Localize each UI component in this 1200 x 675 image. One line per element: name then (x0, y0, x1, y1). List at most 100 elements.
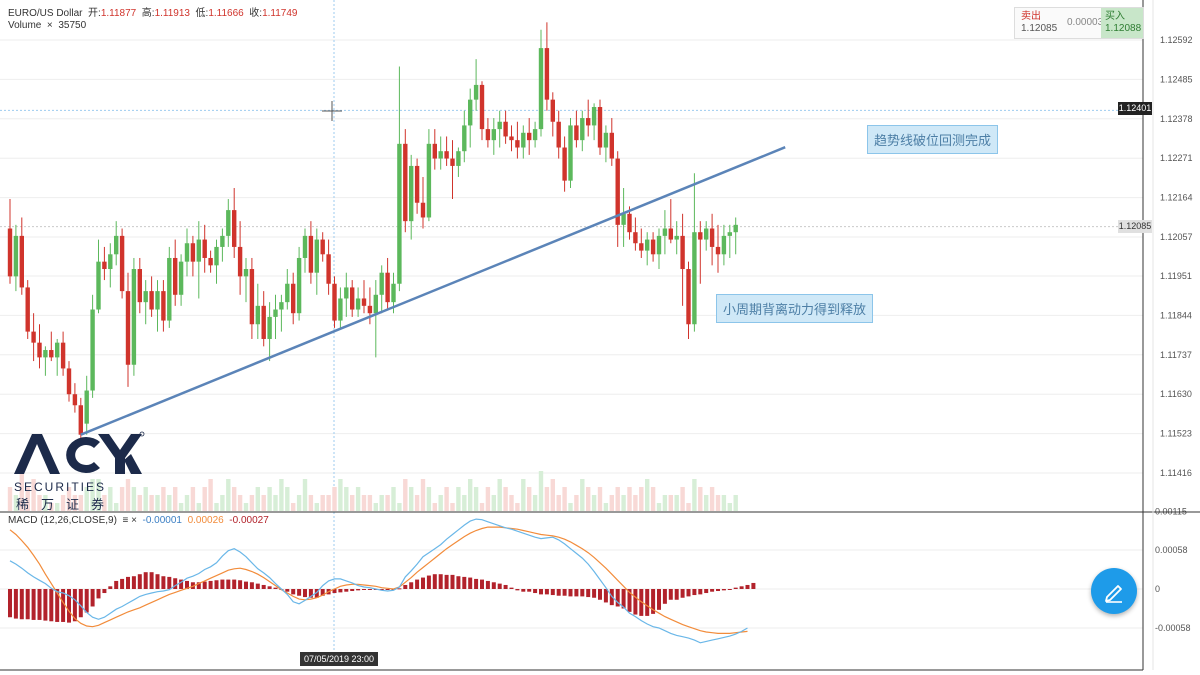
candle-body (727, 232, 732, 236)
sell-button[interactable]: 卖出 1.12085 (1021, 11, 1057, 35)
candle-body (680, 235, 685, 270)
volume-bar (31, 479, 36, 511)
price-tick-label: 1.12485 (1160, 74, 1193, 84)
macd-hist-bar (155, 574, 160, 589)
candle-body (485, 129, 491, 141)
candle-body (13, 235, 19, 277)
volume-bar (473, 487, 479, 511)
volume-bar (19, 471, 24, 511)
macd-hist-bar (533, 589, 538, 594)
macd-hist-bar (267, 586, 272, 589)
candle-body (137, 269, 142, 303)
macd-hist-bar (273, 587, 278, 589)
macd-hist-bar (320, 589, 325, 596)
macd-hist-bar (627, 589, 632, 612)
candle-body (456, 151, 461, 166)
candle-body (515, 140, 520, 148)
candle-body (721, 235, 727, 255)
candle-body (190, 243, 196, 262)
volume-bar (279, 479, 284, 511)
macd-hist-bar (450, 574, 455, 589)
volume-bar (149, 495, 154, 511)
candle-body (586, 118, 591, 126)
candle-body (379, 272, 384, 295)
candle-body (462, 125, 467, 152)
volume-bar (615, 487, 620, 511)
volume-bar (580, 479, 585, 511)
macd-hist-bar (19, 589, 24, 620)
candle-body (574, 125, 579, 141)
candle-body (674, 235, 679, 240)
macd-legend: MACD (12,26,CLOSE,9) ≡ × -0.00001 0.0002… (8, 515, 269, 526)
candle-body (131, 269, 137, 365)
volume-bar (385, 495, 390, 511)
macd-hist-bar (462, 576, 467, 589)
volume-bar (196, 503, 201, 511)
candle-body (603, 132, 609, 148)
macd-hist-bar (149, 572, 154, 589)
candle-body (220, 235, 225, 247)
volume-bar (426, 487, 432, 511)
macd-hist-bar (598, 589, 602, 600)
candle-body (232, 210, 237, 247)
volume-bar (43, 495, 48, 511)
macd-hist-bar (515, 589, 520, 591)
trendline[interactable] (80, 146, 786, 436)
price-tick-label: 1.12378 (1160, 114, 1193, 124)
volume-bar (532, 495, 538, 511)
candle-body (149, 291, 154, 310)
volume-bar (25, 487, 30, 511)
macd-line (9, 518, 748, 644)
candle-body (715, 246, 721, 255)
candle-body (668, 228, 673, 240)
candle-body (473, 84, 479, 100)
price-tick-label: 1.11737 (1160, 350, 1192, 360)
macd-hist-bar (562, 589, 567, 596)
candle-body (178, 261, 184, 295)
candle-body (273, 309, 278, 317)
volume-bar (202, 487, 207, 511)
volume-bar (538, 471, 544, 511)
macd-hist-bar (232, 579, 237, 589)
candle-body (527, 132, 532, 141)
volume-bar (37, 495, 42, 511)
macd-hist-bar (480, 579, 484, 589)
volume-bar (491, 495, 496, 511)
trendline-line (80, 146, 786, 436)
volume-close-icon[interactable]: × (46, 20, 53, 31)
macd-hist-bar (120, 578, 125, 589)
macd-hist-bar (409, 582, 414, 589)
candle-body (397, 143, 402, 284)
volume-bar (237, 495, 243, 511)
macd-hist-bar (332, 589, 337, 594)
macd-hist-bar (362, 589, 366, 590)
macd-hist-bar (78, 589, 83, 618)
macd-hist-bar (586, 589, 591, 598)
candle-body (698, 232, 703, 240)
macd-hist-bar (84, 589, 89, 613)
acy-logo (12, 430, 147, 485)
macd-hist-bar (102, 589, 107, 594)
macd-hist-bar (444, 574, 449, 589)
acy-logo-mark (14, 431, 145, 474)
draw-button[interactable] (1091, 568, 1137, 614)
open-label: 开: (88, 8, 101, 19)
macd-settings-icon[interactable]: ≡ × (122, 515, 137, 526)
candle-body (544, 48, 550, 100)
candle-body (509, 136, 514, 141)
macd-hist-bar (350, 589, 355, 592)
candle-body (344, 287, 349, 299)
volume-bar (479, 503, 485, 511)
macd-hist-bar (432, 574, 437, 589)
volume-bar (66, 487, 72, 511)
volume-bar (190, 487, 196, 511)
volume-bar (367, 495, 373, 511)
volume-bar (7, 487, 13, 511)
macd-hist-bar (662, 589, 667, 604)
candle-body (302, 235, 308, 258)
volume-bar (414, 495, 420, 511)
buy-button[interactable]: 买入 1.12088 (1101, 8, 1143, 38)
volume-bar (60, 495, 66, 511)
volume-bar (291, 503, 296, 511)
